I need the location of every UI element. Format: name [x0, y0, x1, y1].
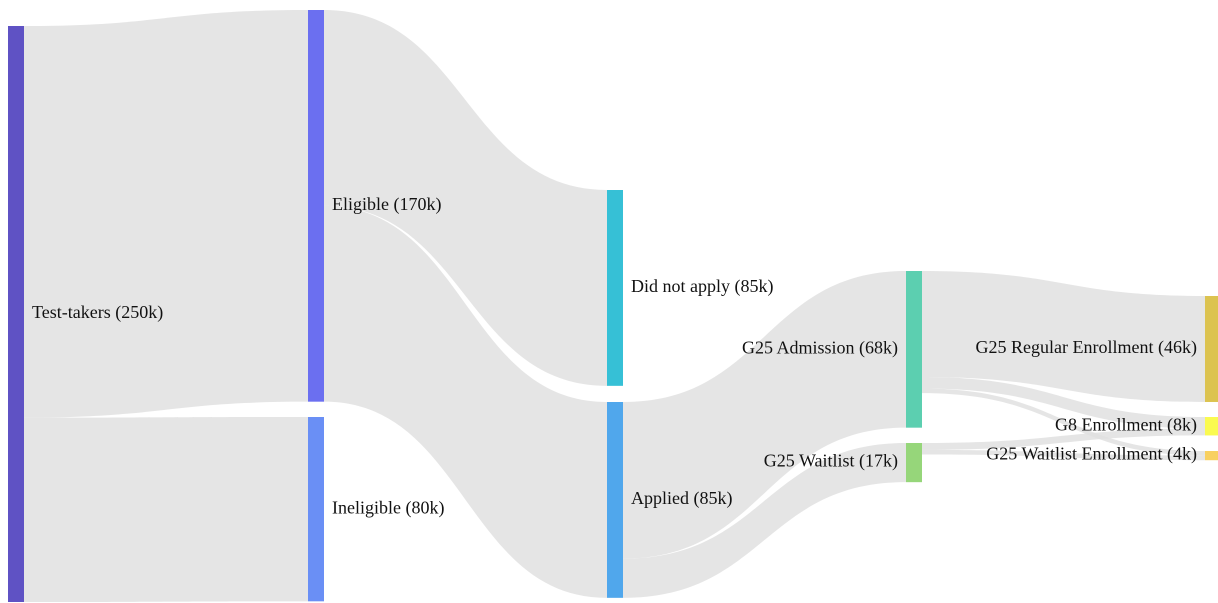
link [24, 10, 308, 418]
links [24, 10, 1205, 602]
node [906, 271, 922, 428]
node [308, 10, 324, 402]
link [324, 10, 607, 386]
node [308, 417, 324, 602]
link [922, 388, 1205, 456]
node-label: G8 Enrollment (8k) [1055, 414, 1197, 435]
node [1205, 296, 1218, 402]
link [922, 376, 1205, 429]
node-label: Ineligible (80k) [332, 497, 444, 518]
link [922, 428, 1205, 450]
link [922, 271, 1205, 402]
node-label: G25 Waitlist Enrollment (4k) [986, 444, 1197, 465]
node [607, 190, 623, 386]
link [623, 443, 906, 598]
node [607, 402, 623, 598]
node [1205, 451, 1218, 461]
link [623, 271, 906, 559]
link [922, 449, 1205, 461]
node [906, 443, 922, 483]
link [24, 417, 308, 602]
node-label: Test-takers (250k) [32, 302, 163, 323]
link [324, 205, 607, 598]
node [8, 26, 24, 602]
node-label: Did not apply (85k) [631, 276, 773, 297]
node-label: Eligible (170k) [332, 194, 441, 215]
node-label: Applied (85k) [631, 488, 732, 509]
node-label: G25 Admission (68k) [742, 337, 898, 358]
node-label: G25 Regular Enrollment (46k) [976, 337, 1197, 358]
node [1205, 417, 1218, 436]
node-label: G25 Waitlist (17k) [764, 451, 898, 472]
